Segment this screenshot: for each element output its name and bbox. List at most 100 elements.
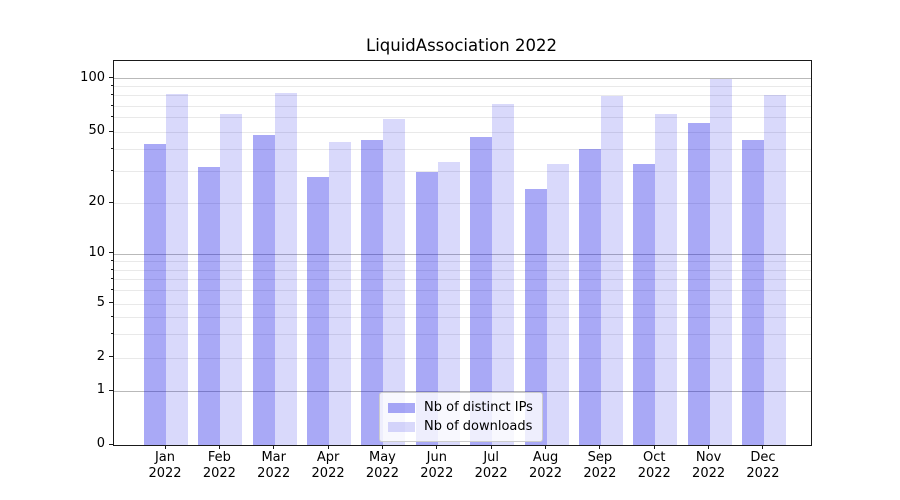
x-tick-mark-jun bbox=[436, 445, 438, 449]
x-tick-label-apr: Apr 2022 bbox=[311, 450, 345, 481]
gridline-y-60 bbox=[114, 117, 811, 119]
bar-may-distinct-ips bbox=[361, 140, 384, 445]
bar-mar-distinct-ips bbox=[252, 135, 275, 445]
x-tick-mark-may bbox=[381, 445, 383, 449]
y-minor-tick-mark-7 bbox=[111, 278, 113, 280]
x-tick-mark-jan bbox=[164, 445, 166, 449]
y-tick-label-0: 0 bbox=[96, 436, 105, 451]
y-minor-tick-mark-3 bbox=[111, 332, 113, 334]
x-tick-label-jan: Jan 2022 bbox=[148, 450, 182, 481]
gridline-y-50 bbox=[114, 131, 811, 133]
x-tick-mark-apr bbox=[327, 445, 329, 449]
x-tick-mark-mar bbox=[273, 445, 275, 449]
bar-jul-distinct-ips bbox=[470, 136, 493, 445]
bar-jan-downloads bbox=[166, 93, 188, 445]
bar-jun-distinct-ips bbox=[415, 171, 438, 445]
gridline-y-80 bbox=[114, 95, 811, 97]
bar-sep-downloads bbox=[600, 95, 623, 445]
y-minor-tick-mark-6 bbox=[111, 289, 113, 291]
y-minor-tick-mark-80 bbox=[111, 94, 113, 96]
gridline-y-9 bbox=[114, 261, 811, 263]
x-tick-label-jun: Jun 2022 bbox=[420, 450, 454, 481]
y-tick-label-20: 20 bbox=[88, 194, 105, 209]
y-minor-tick-mark-70 bbox=[111, 104, 113, 106]
bar-mar-downloads bbox=[274, 92, 297, 445]
y-minor-tick-mark-60 bbox=[111, 116, 113, 118]
y-tick-mark-5 bbox=[109, 302, 113, 304]
legend: Nb of distinct IPs Nb of downloads bbox=[379, 392, 543, 442]
y-tick-label-10: 10 bbox=[88, 244, 105, 260]
legend-item-downloads: Nb of downloads bbox=[388, 417, 533, 436]
bar-apr-downloads bbox=[329, 141, 352, 445]
bar-feb-downloads bbox=[220, 114, 243, 445]
gridline-y-5 bbox=[114, 303, 811, 305]
gridline-y-10 bbox=[114, 253, 811, 255]
x-tick-label-mar: Mar 2022 bbox=[257, 450, 291, 481]
gridline-y-4 bbox=[114, 316, 811, 318]
x-tick-label-sep: Sep 2022 bbox=[583, 450, 617, 481]
bar-aug-distinct-ips bbox=[524, 188, 547, 445]
y-tick-label-2: 2 bbox=[96, 348, 105, 364]
plot-area: Nb of distinct IPs Nb of downloads bbox=[113, 60, 812, 446]
gridline-y-20 bbox=[114, 202, 811, 204]
legend-item-distinct-ips: Nb of distinct IPs bbox=[388, 398, 533, 417]
x-tick-mark-aug bbox=[545, 445, 547, 449]
x-tick-mark-nov bbox=[708, 445, 710, 449]
x-tick-label-dec: Dec 2022 bbox=[746, 450, 780, 481]
y-tick-mark-100 bbox=[109, 77, 113, 78]
gridline-y-2 bbox=[114, 357, 811, 359]
bar-jan-distinct-ips bbox=[144, 143, 166, 445]
x-tick-label-oct: Oct 2022 bbox=[637, 450, 671, 481]
bars-layer bbox=[114, 61, 811, 445]
bar-apr-distinct-ips bbox=[307, 176, 330, 445]
y-tick-mark-50 bbox=[109, 130, 113, 132]
bar-jun-downloads bbox=[437, 161, 460, 445]
y-minor-tick-mark-40 bbox=[111, 147, 113, 149]
bar-nov-distinct-ips bbox=[687, 123, 710, 445]
legend-swatch-downloads bbox=[388, 421, 415, 432]
y-tick-label-1: 1 bbox=[96, 382, 105, 397]
x-tick-mark-sep bbox=[599, 445, 601, 449]
gridline-y-3 bbox=[114, 333, 811, 335]
chart-title: LiquidAssociation 2022 bbox=[366, 36, 557, 55]
x-tick-label-feb: Feb 2022 bbox=[202, 450, 236, 481]
bar-sep-distinct-ips bbox=[578, 149, 601, 445]
y-minor-tick-mark-30 bbox=[111, 170, 113, 172]
gridline-y-30 bbox=[114, 171, 811, 173]
gridline-y-6 bbox=[114, 290, 811, 292]
y-minor-tick-mark-4 bbox=[111, 315, 113, 317]
gridline-y-8 bbox=[114, 269, 811, 271]
y-tick-mark-1 bbox=[109, 389, 113, 391]
bar-dec-distinct-ips bbox=[741, 140, 764, 445]
bar-aug-downloads bbox=[546, 164, 569, 445]
gridline-y-100 bbox=[114, 78, 811, 80]
y-minor-tick-mark-8 bbox=[111, 268, 113, 270]
x-tick-label-may: May 2022 bbox=[365, 450, 399, 481]
bar-oct-downloads bbox=[655, 114, 678, 445]
x-tick-label-jul: Jul 2022 bbox=[474, 450, 508, 481]
y-tick-label-50: 50 bbox=[88, 123, 105, 138]
gridline-y-90 bbox=[114, 86, 811, 88]
y-minor-tick-mark-90 bbox=[111, 85, 113, 87]
x-tick-label-aug: Aug 2022 bbox=[528, 450, 563, 481]
gridline-y-40 bbox=[114, 148, 811, 150]
gridline-y-70 bbox=[114, 105, 811, 107]
y-tick-mark-2 bbox=[109, 356, 113, 358]
legend-label-distinct-ips: Nb of distinct IPs bbox=[424, 400, 533, 415]
y-tick-label-100: 100 bbox=[80, 69, 105, 85]
bar-oct-distinct-ips bbox=[633, 164, 656, 445]
x-tick-mark-oct bbox=[653, 445, 655, 449]
bar-nov-downloads bbox=[709, 78, 732, 445]
y-tick-mark-20 bbox=[109, 201, 113, 203]
x-tick-mark-dec bbox=[762, 445, 764, 449]
y-minor-tick-mark-9 bbox=[111, 260, 113, 262]
bar-feb-distinct-ips bbox=[198, 166, 221, 445]
x-tick-mark-feb bbox=[218, 445, 220, 449]
bar-may-downloads bbox=[383, 119, 406, 445]
y-tick-label-5: 5 bbox=[96, 294, 105, 310]
legend-swatch-distinct-ips bbox=[388, 402, 415, 413]
bar-jul-downloads bbox=[492, 103, 515, 445]
y-tick-mark-0 bbox=[109, 443, 113, 445]
gridlines-layer bbox=[114, 61, 811, 445]
